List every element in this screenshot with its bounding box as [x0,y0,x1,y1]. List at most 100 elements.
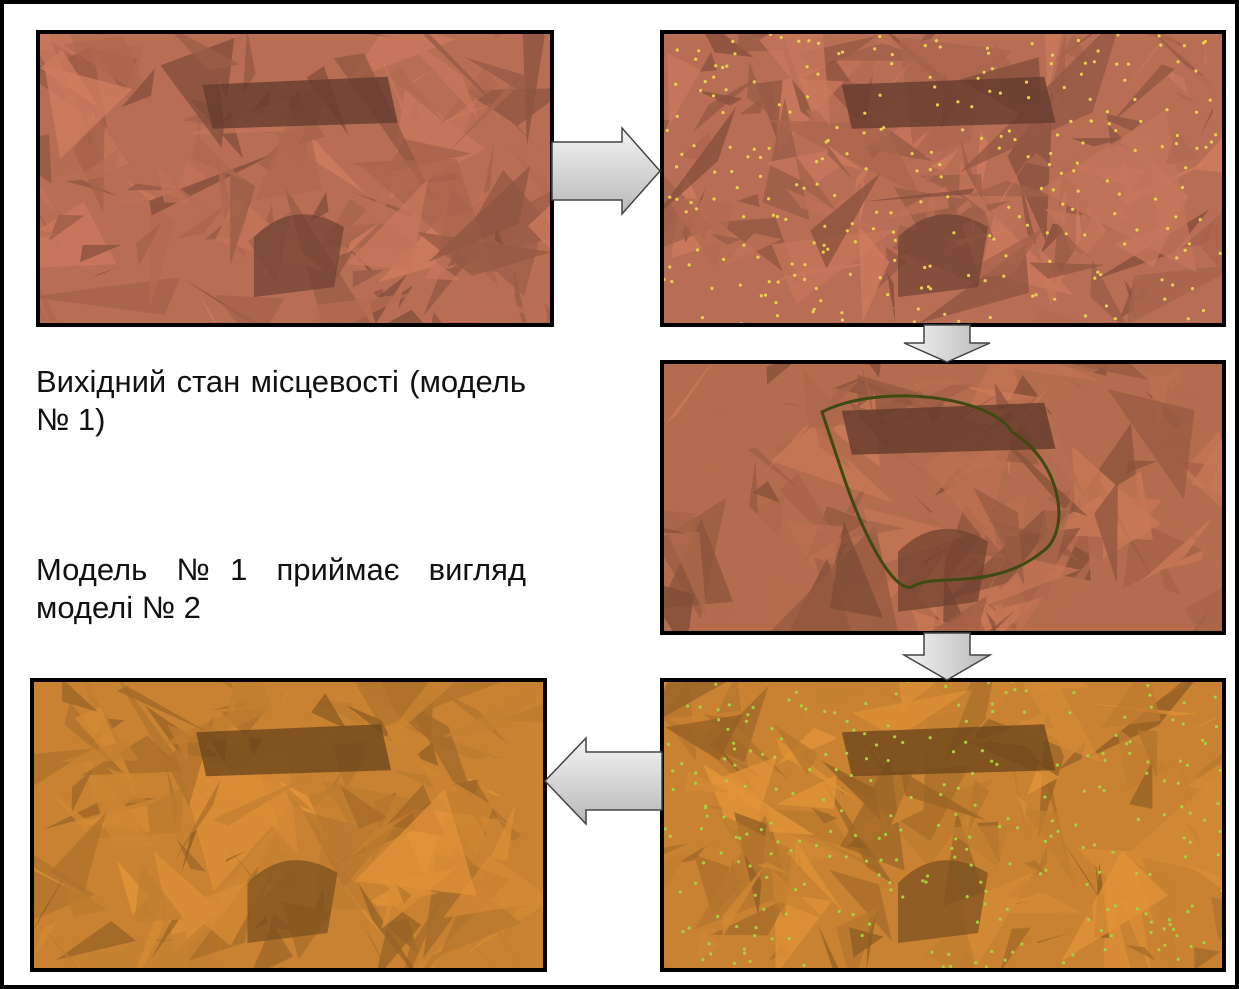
point [765,876,768,879]
point [1183,44,1186,47]
point [1184,855,1187,858]
point [800,704,803,707]
point [845,152,848,155]
point [1145,772,1148,775]
point [998,147,1001,150]
point [764,294,767,297]
point [1077,39,1080,42]
point [1171,283,1174,286]
point [1175,256,1178,259]
point [712,197,715,200]
point [863,131,866,134]
point [1071,208,1074,211]
point [983,71,986,74]
point [893,259,896,262]
point [987,52,990,55]
point [1163,298,1166,301]
point [886,293,889,296]
point [919,200,922,203]
point [873,47,876,50]
point [1168,918,1171,921]
point [1063,86,1066,89]
point [872,227,875,230]
point [1179,760,1182,763]
point [1177,958,1180,961]
point [1027,96,1030,99]
point [1191,287,1194,290]
point [668,265,671,268]
point [988,90,991,93]
point [1093,60,1096,63]
point [666,129,669,132]
point [977,77,980,80]
point [1163,779,1166,782]
point [976,921,979,924]
point [1062,961,1065,964]
point [947,953,950,956]
point [823,244,826,247]
point [725,88,728,91]
point [1201,739,1204,742]
point [788,698,791,701]
point [1159,44,1162,47]
ravine [842,77,1056,129]
point [780,36,783,39]
point [927,285,930,288]
point [795,183,798,186]
point [970,864,973,867]
point [944,685,947,688]
point [924,44,927,47]
point [736,186,739,189]
point [1150,921,1153,924]
point [1218,830,1221,833]
point [780,737,783,740]
point [865,757,868,760]
point [1123,79,1126,82]
point [1052,188,1055,191]
point [791,262,794,265]
point [899,828,902,831]
point [803,278,806,281]
point [981,749,984,752]
point [1002,275,1005,278]
point [829,830,832,833]
point [835,126,838,129]
point [699,706,702,709]
point [970,105,973,108]
point [953,856,956,859]
point [1007,817,1010,820]
point [1046,231,1049,234]
point [735,925,738,928]
point [929,265,932,268]
terrain-facet [0,134,52,184]
point [837,52,840,55]
point [1034,293,1037,296]
point [1214,696,1217,699]
point [1209,99,1212,102]
point [822,251,825,254]
point [720,851,723,854]
point [933,85,936,88]
point [1219,769,1222,772]
point [1069,120,1072,123]
point [748,865,751,868]
point [681,930,684,933]
point [745,720,748,723]
point [840,311,843,314]
point [864,702,867,705]
point [768,147,771,150]
point [911,152,914,155]
terrain-facet [80,976,129,984]
point [924,881,927,884]
point [1025,81,1028,84]
point [974,961,977,964]
point [950,847,953,850]
point [823,225,826,228]
point [717,708,720,711]
point [1171,718,1174,721]
point [1133,98,1136,101]
point [890,62,893,65]
point [664,827,667,830]
point [731,40,734,43]
point [1039,872,1042,875]
